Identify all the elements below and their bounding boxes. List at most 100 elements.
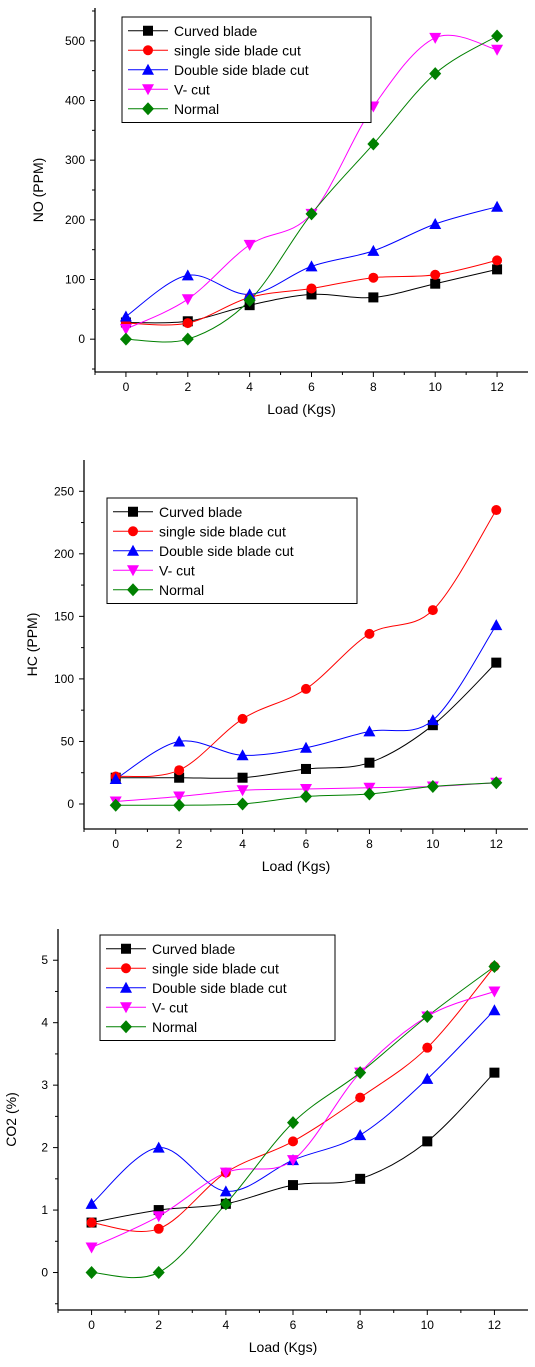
- legend-label: Double side blade cut: [159, 543, 294, 559]
- data-point: [237, 772, 248, 783]
- data-point: [301, 683, 311, 694]
- x-tick-label: 0: [112, 837, 119, 851]
- y-tick-label: 2: [41, 1141, 48, 1155]
- data-point: [173, 798, 186, 812]
- data-point: [300, 783, 312, 795]
- legend-label: Double side blade cut: [152, 980, 287, 996]
- data-point: [363, 725, 376, 737]
- legend-marker: [127, 565, 139, 577]
- legend-marker: [142, 63, 154, 75]
- y-tick-label: 0: [41, 1266, 48, 1280]
- x-tick-label: 2: [155, 1318, 162, 1332]
- legend-marker: [120, 1020, 132, 1034]
- y-tick-label: 0: [67, 797, 74, 811]
- data-point: [152, 1211, 165, 1223]
- legend-label: single side blade cut: [152, 960, 279, 976]
- data-point: [119, 310, 132, 322]
- data-point: [181, 269, 194, 281]
- legend-label: single side blade cut: [159, 523, 286, 539]
- legend-marker: [127, 583, 139, 597]
- data-point: [426, 714, 439, 726]
- y-tick-label: 200: [65, 213, 85, 227]
- data-point: [219, 1185, 232, 1197]
- data-point: [287, 1116, 299, 1130]
- x-axis-label: Load (Kgs): [262, 858, 330, 874]
- data-point: [430, 278, 441, 289]
- x-tick-label: 8: [370, 380, 377, 394]
- data-point: [492, 255, 503, 266]
- data-point: [306, 289, 317, 300]
- data-point: [119, 324, 132, 336]
- data-point: [109, 798, 122, 812]
- data-point: [236, 749, 249, 761]
- y-tick-label: 0: [78, 332, 85, 346]
- legend-marker: [127, 544, 139, 556]
- legend-marker: [128, 506, 138, 517]
- x-tick-label: 6: [303, 837, 310, 851]
- y-axis-label: NO (PPM): [30, 158, 46, 223]
- data-point: [490, 619, 503, 631]
- data-point: [305, 207, 318, 221]
- data-point: [173, 791, 186, 803]
- data-point: [119, 332, 132, 346]
- y-axis-label: CO2 (%): [3, 1092, 19, 1146]
- data-point: [490, 776, 503, 790]
- series-line-2: [115, 624, 497, 780]
- data-point: [363, 787, 376, 801]
- data-point: [368, 272, 379, 283]
- data-point: [181, 294, 194, 306]
- y-tick-label: 5: [41, 953, 48, 967]
- x-tick-label: 12: [488, 1318, 502, 1332]
- legend-marker: [120, 1002, 132, 1014]
- x-tick-label: 4: [223, 1318, 230, 1332]
- x-tick-label: 4: [246, 380, 253, 394]
- legend-label: Curved blade: [174, 23, 257, 39]
- x-tick-label: 6: [290, 1318, 297, 1332]
- x-axis-label: Load (Kgs): [267, 401, 335, 417]
- data-point: [492, 264, 503, 275]
- x-tick-label: 12: [490, 837, 504, 851]
- data-point: [85, 1242, 98, 1254]
- legend-label: V- cut: [159, 562, 195, 578]
- legend-label: Curved blade: [152, 941, 235, 957]
- data-point: [181, 332, 194, 346]
- legend-marker: [143, 45, 153, 56]
- data-point: [288, 1180, 298, 1191]
- legend-label: V- cut: [152, 999, 188, 1015]
- data-point: [355, 1173, 366, 1184]
- data-point: [305, 260, 318, 272]
- y-tick-label: 3: [41, 1078, 48, 1092]
- data-point: [288, 1136, 298, 1147]
- data-point: [429, 32, 442, 44]
- y-tick-label: 200: [54, 547, 74, 561]
- legend-label: V- cut: [174, 81, 210, 97]
- data-point: [422, 1042, 433, 1053]
- y-tick-label: 50: [61, 734, 75, 748]
- data-point: [368, 292, 379, 303]
- data-point: [489, 1067, 500, 1078]
- data-point: [354, 1066, 367, 1080]
- data-point: [491, 657, 502, 668]
- data-point: [429, 67, 442, 81]
- data-point: [427, 720, 438, 731]
- data-point: [243, 293, 256, 307]
- y-tick-label: 500: [65, 34, 85, 48]
- data-point: [237, 713, 248, 724]
- series-line-0: [115, 662, 497, 779]
- y-tick-label: 300: [65, 153, 85, 167]
- legend-label: single side blade cut: [174, 42, 301, 58]
- data-point: [367, 244, 380, 256]
- y-tick-label: 250: [54, 484, 74, 498]
- x-axis-label: Load (Kgs): [249, 1339, 317, 1355]
- legend-label: Normal: [159, 582, 204, 598]
- data-point: [364, 757, 375, 768]
- data-point: [219, 1197, 232, 1211]
- data-point: [152, 1141, 165, 1153]
- data-point: [182, 318, 193, 329]
- data-point: [287, 1155, 299, 1167]
- legend-marker: [142, 102, 154, 116]
- y-tick-label: 100: [54, 672, 74, 686]
- data-point: [491, 44, 504, 56]
- data-point: [422, 1136, 433, 1147]
